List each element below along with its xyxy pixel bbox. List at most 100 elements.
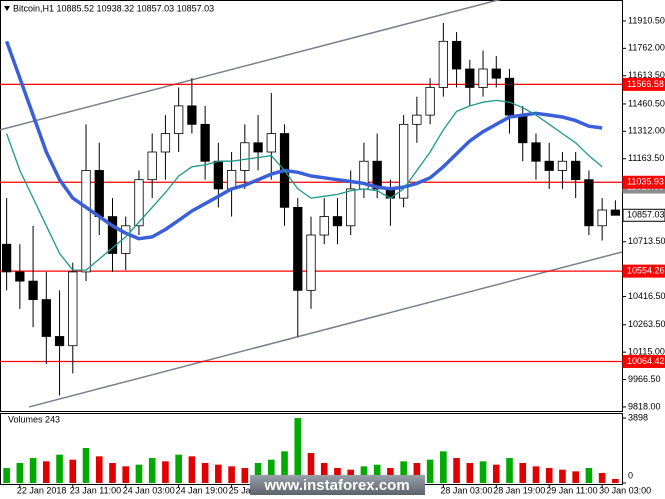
chart-title: Bitcoin,H1 10885.52 10938.32 10857.03 10… (13, 3, 214, 13)
volume-bar (466, 463, 474, 483)
candle-body (571, 160, 581, 181)
axes: 9818.00 9966.50 10115.00 10263.50 10416.50 10… (17, 15, 665, 495)
candle-body (253, 142, 263, 153)
candle-body (584, 179, 594, 227)
volume-bar (281, 451, 288, 483)
trendline (0, 0, 502, 131)
volume-bar (373, 464, 381, 483)
candle-body (451, 40, 462, 70)
volume-bar (307, 453, 315, 483)
candle-body (319, 216, 329, 236)
candle-body (41, 299, 51, 337)
main-frame (0, 0, 623, 412)
y-tick-label: 10416.50 (628, 291, 665, 301)
volume-bar (162, 461, 169, 483)
level-tag: 11566.58 (627, 79, 664, 89)
volume-bar (201, 463, 209, 483)
x-tick-label: 29 Jan 11:00 (546, 485, 597, 495)
volume-label: Volumes 243 (8, 414, 60, 424)
level-tag: 11035.93 (627, 177, 664, 187)
level-tag-bg (622, 77, 665, 91)
y-tick-label: 11613.50 (628, 70, 665, 80)
level-tag-bg (622, 354, 665, 368)
moving-average (4, 40, 603, 241)
volume-bar (559, 469, 566, 483)
candle-body (187, 105, 197, 125)
candle-body (372, 160, 382, 190)
candle-body (174, 105, 184, 134)
candle-body (478, 68, 488, 88)
volume-bar (492, 464, 500, 483)
candle-body (610, 209, 621, 216)
y-tick-label: 9966.50 (628, 374, 661, 384)
y-tick-label: 11762.00 (628, 43, 665, 53)
x-tick-label: 28 Jan 03:00 (440, 485, 492, 495)
volume-bar (16, 463, 24, 483)
volume-bar (440, 451, 447, 483)
volume-bar (43, 461, 50, 483)
candle-body (68, 271, 78, 347)
candle-body (306, 234, 316, 291)
candle-body (465, 68, 475, 88)
volume-bar (122, 466, 130, 483)
candle-body (332, 216, 343, 227)
y-tick-label: 11910.50 (628, 15, 665, 25)
x-tick-label: 24 Jan 03:00 (123, 485, 175, 495)
level-tag-bg (622, 264, 665, 278)
volume-tick-label: 3898 (628, 412, 648, 422)
candle-body (1, 243, 12, 273)
candle-body (399, 123, 409, 199)
candle-body (504, 77, 515, 116)
volume-bar (426, 459, 434, 483)
x-tick-label: 30 Jan 03:00 (599, 485, 651, 495)
candle-body (147, 151, 157, 181)
volume-bar (29, 458, 37, 483)
level-tag-bg (622, 175, 665, 189)
volume-bar (519, 463, 527, 483)
moving-average (5, 99, 603, 271)
volume-bar (413, 463, 421, 483)
candle-body (518, 114, 528, 144)
y-tick-label: 11312.00 (628, 126, 665, 136)
level-tag: 10554.26 (627, 265, 665, 275)
volume-bar (532, 466, 540, 483)
volume-bar (254, 463, 262, 483)
x-tick-label: 28 Jan 19:00 (493, 485, 545, 495)
x-tick-label: 23 Jan 11:00 (70, 485, 121, 495)
volume-bar (135, 464, 143, 483)
candle-body (293, 206, 303, 291)
x-tick-label: 24 Jan 19:00 (176, 485, 228, 495)
y-tick-label: 11163.50 (628, 153, 664, 163)
candle-body (54, 336, 65, 347)
main-plot (0, 0, 622, 408)
volume-bar (109, 463, 116, 483)
candle-body (557, 160, 568, 171)
volume-bar (360, 466, 368, 483)
volume-bar (215, 464, 222, 483)
candle-body (28, 280, 38, 300)
candle-body (544, 160, 554, 171)
volume-bar (241, 468, 249, 483)
volume-bar (400, 461, 407, 483)
volume-bar (56, 454, 63, 483)
watermark-bg (250, 475, 425, 495)
watermark: www.instaforex.com (263, 477, 409, 494)
candle-body (531, 142, 541, 162)
volume-bar (506, 458, 513, 483)
candle-body (412, 114, 422, 125)
volume-bar (585, 468, 593, 483)
candle-body (200, 123, 210, 162)
y-tick-label: 9818.00 (628, 401, 661, 411)
volume-bar (545, 468, 553, 483)
volume-bar (69, 459, 77, 483)
candle-body (266, 133, 276, 153)
candle-body (226, 170, 237, 190)
volume-bar (479, 461, 487, 483)
menu-icon (4, 6, 10, 11)
volume-bar (320, 463, 328, 483)
candle-body (438, 40, 448, 88)
volume-bar (572, 471, 579, 483)
y-tick-label: 10713.50 (628, 236, 665, 246)
volume-bar (267, 459, 275, 483)
